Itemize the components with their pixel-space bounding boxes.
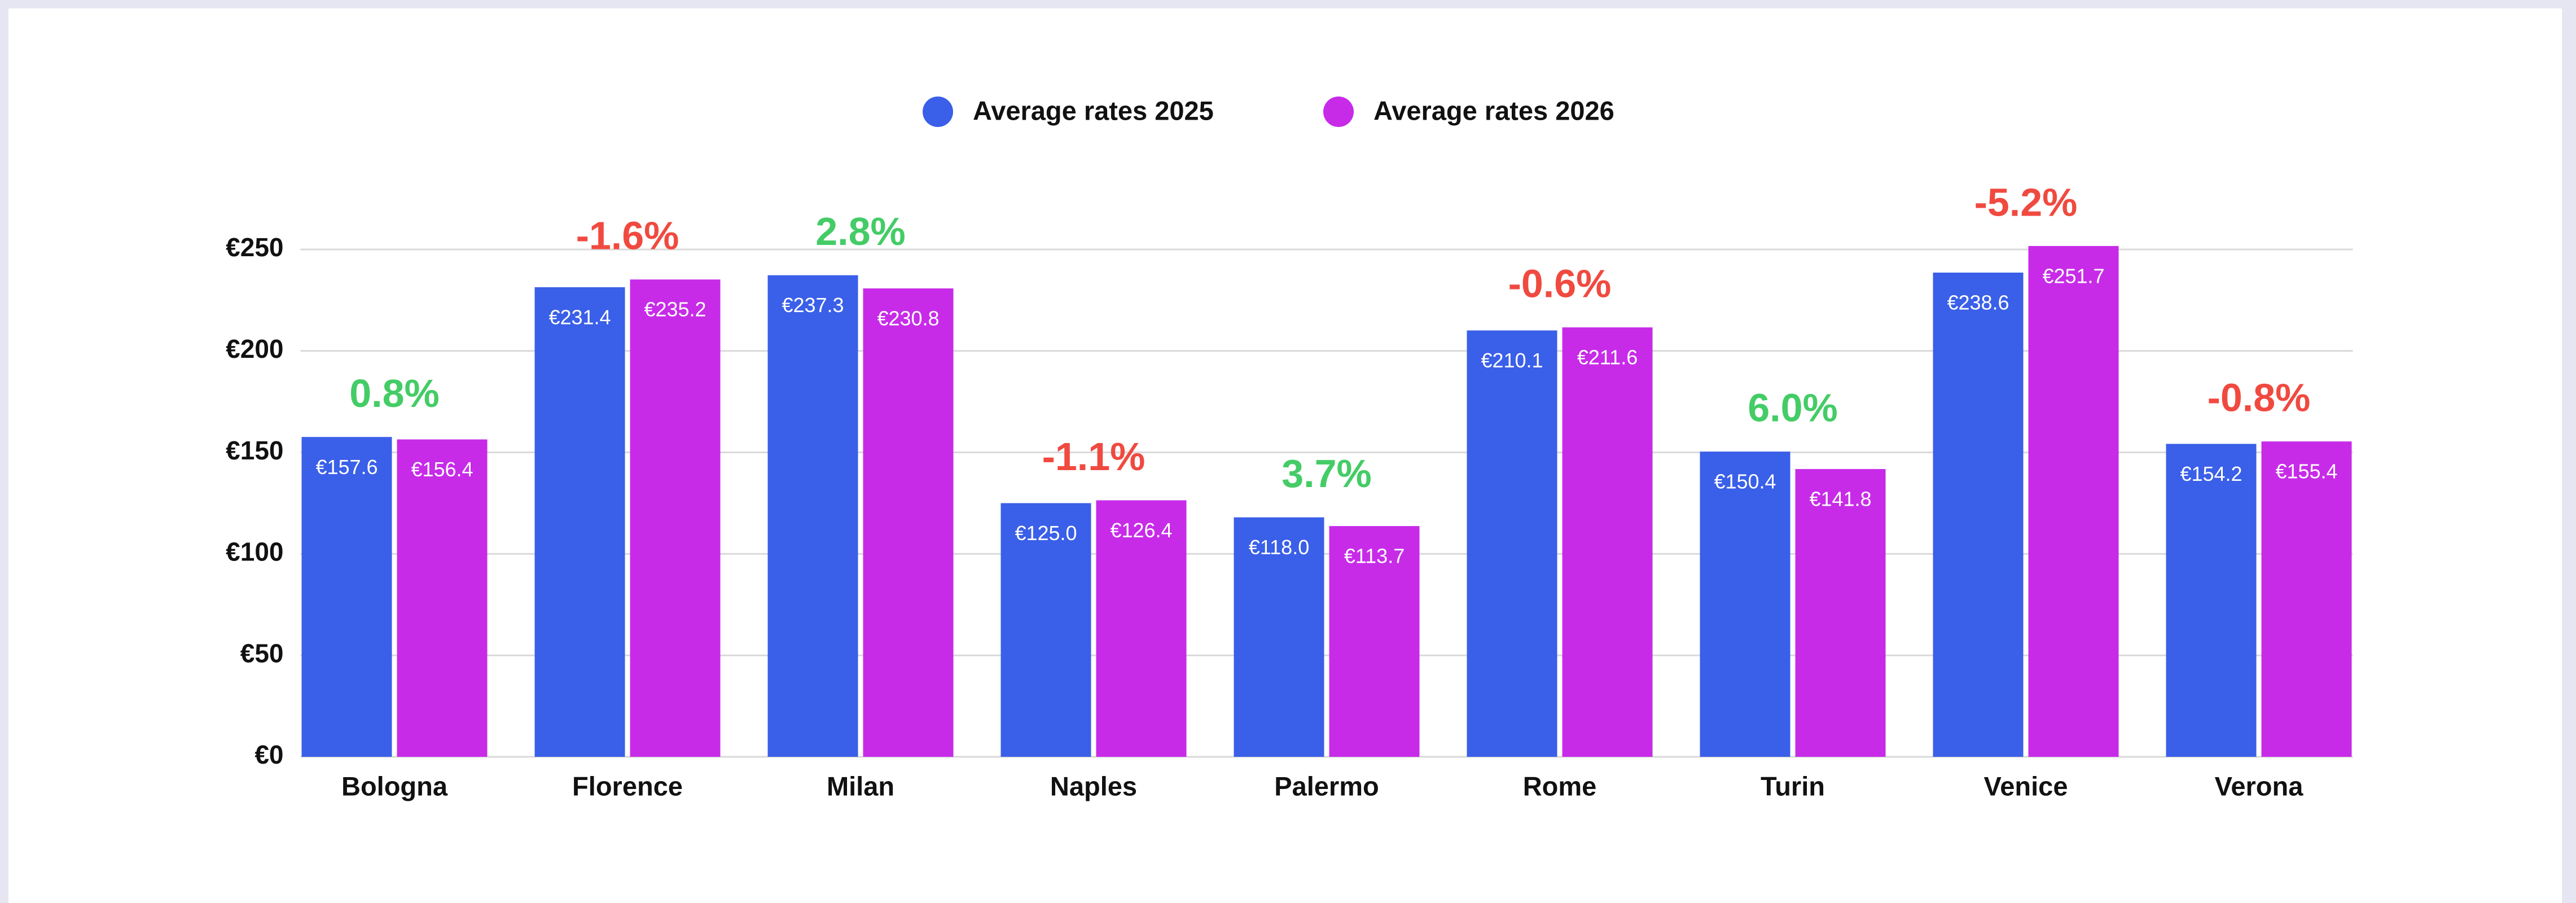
value-label: €150.4 xyxy=(1714,470,1776,493)
value-label: €154.2 xyxy=(2180,462,2242,485)
legend-swatch xyxy=(923,97,953,127)
change-label: -5.2% xyxy=(1974,180,2078,224)
value-label: €118.0 xyxy=(1249,536,1309,559)
change-label: -1.1% xyxy=(1042,435,1146,479)
bar xyxy=(1562,327,1653,757)
value-label: €157.6 xyxy=(315,455,378,479)
y-tick-label: €0 xyxy=(254,740,283,769)
y-tick-label: €250 xyxy=(226,233,283,262)
x-tick-label: Turin xyxy=(1761,771,1825,801)
x-tick-label: Verona xyxy=(2215,771,2304,801)
x-tick-label: Florence xyxy=(572,771,683,801)
legend-swatch xyxy=(1323,97,1354,127)
bar xyxy=(1933,272,2024,757)
value-label: €113.7 xyxy=(1344,545,1405,568)
y-tick-label: €150 xyxy=(226,436,283,465)
bar xyxy=(1234,517,1324,757)
x-tick-label: Rome xyxy=(1523,771,1597,801)
change-label: -0.6% xyxy=(1508,262,1612,306)
bar xyxy=(767,275,858,757)
value-label: €237.3 xyxy=(782,293,844,317)
bar xyxy=(1467,330,1557,757)
value-label: €230.8 xyxy=(877,307,939,330)
value-label: €211.6 xyxy=(1577,346,1638,369)
value-label: €231.4 xyxy=(548,305,611,328)
bar xyxy=(1700,451,1791,757)
bar xyxy=(1795,469,1886,757)
bar xyxy=(534,287,625,757)
bar xyxy=(630,279,721,757)
bar xyxy=(397,439,488,757)
value-label: €251.7 xyxy=(2042,264,2104,287)
x-tick-label: Milan xyxy=(827,771,894,801)
x-tick-label: Bologna xyxy=(341,771,448,801)
change-label: 3.7% xyxy=(1282,451,1372,496)
bar xyxy=(1000,503,1091,757)
bar xyxy=(1329,526,1420,757)
legend-label: Average rates 2026 xyxy=(1373,95,1614,125)
bar xyxy=(1096,500,1187,757)
change-label: 2.8% xyxy=(815,209,906,253)
change-label: -1.6% xyxy=(576,214,679,258)
bar xyxy=(2028,246,2119,757)
bar xyxy=(301,437,392,757)
x-tick-label: Venice xyxy=(1984,771,2068,801)
bar xyxy=(2261,441,2352,757)
change-label: -0.8% xyxy=(2208,376,2311,420)
value-label: €238.6 xyxy=(1947,291,2009,314)
bar xyxy=(863,288,954,757)
legend-label: Average rates 2025 xyxy=(973,95,1214,125)
change-label: 6.0% xyxy=(1748,386,1838,430)
value-label: €155.4 xyxy=(2275,460,2337,483)
bar xyxy=(2166,444,2257,757)
value-label: €126.4 xyxy=(1110,519,1172,542)
value-label: €235.2 xyxy=(644,298,706,321)
y-tick-label: €50 xyxy=(240,638,284,668)
value-label: €210.1 xyxy=(1481,349,1543,372)
x-tick-label: Naples xyxy=(1050,771,1137,801)
y-tick-label: €200 xyxy=(226,334,283,363)
value-label: €156.4 xyxy=(411,458,473,481)
y-tick-label: €100 xyxy=(226,537,283,567)
value-label: €141.8 xyxy=(1809,488,1871,511)
x-tick-label: Palermo xyxy=(1274,771,1379,801)
change-label: 0.8% xyxy=(349,371,440,415)
value-label: €125.0 xyxy=(1015,521,1077,545)
